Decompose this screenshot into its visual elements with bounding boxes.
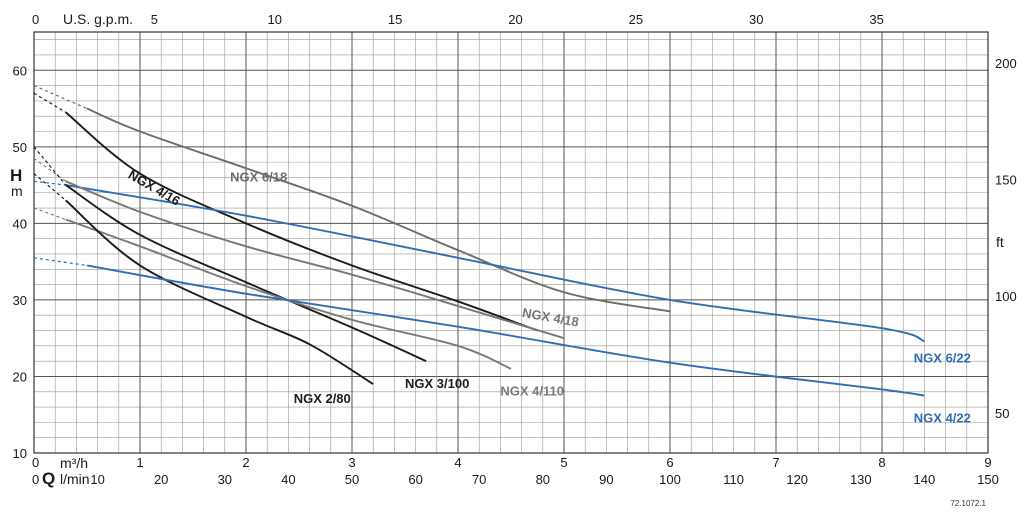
tick-label-lmin: 100 — [659, 472, 681, 487]
tick-label-head-ft: 100 — [995, 289, 1017, 304]
curve-extension-ngx-6-18 — [33, 85, 88, 110]
curve-label-ngx-4-22: NGX 4/22 — [914, 410, 971, 425]
axis-label-head-ft: ft — [996, 234, 1004, 250]
curve-extension-ngx-2-80 — [33, 173, 67, 201]
tick-label-head-ft: 200 — [995, 56, 1017, 71]
axis-label-head-m: m — [11, 183, 23, 199]
curve-ngx-4-110 — [65, 218, 512, 370]
tick-label-head-m: 10 — [13, 446, 27, 461]
curve-extension-ngx-6-22 — [33, 180, 66, 186]
tick-label-lmin: 70 — [472, 472, 486, 487]
figure-code: 72.1072.1 — [950, 499, 986, 508]
curve-label-ngx-4-18: NGX 4/18 — [521, 305, 580, 330]
curve-ngx-4-18 — [65, 180, 565, 340]
curve-labels: NGX 6/18 NGX 4/16 NGX 6/22 NGX 4/18 NGX 3/10… — [126, 167, 971, 425]
plot-frame — [33, 31, 989, 454]
axis-ticks-usgpm: 0 5 10 15 20 25 30 35 — [32, 12, 884, 27]
axis-ticks-m3h: 0 1 2 3 4 5 6 7 8 9 — [32, 455, 992, 470]
axis-label-lmin: l/min — [60, 471, 90, 487]
curve-ngx-4-22 — [86, 264, 925, 397]
tick-label-head-m: 40 — [13, 216, 27, 231]
tick-label-m3h: 5 — [560, 455, 567, 470]
tick-label-lmin: 80 — [536, 472, 550, 487]
tick-label-usgpm: 35 — [869, 12, 883, 27]
tick-label-usgpm: 15 — [388, 12, 402, 27]
axis-ticks-head-ft: 50 100 150 200 — [995, 56, 1017, 421]
tick-label-m3h: 8 — [878, 455, 885, 470]
axis-ticks-head-m: 10 20 30 40 50 60 — [13, 63, 27, 461]
tick-label-m3h: 0 — [32, 455, 39, 470]
tick-label-usgpm: 0 — [32, 12, 39, 27]
curve-extension-ngx-4-22 — [33, 257, 88, 267]
tick-label-lmin: 90 — [599, 472, 613, 487]
tick-label-lmin: 110 — [723, 472, 744, 487]
tick-label-head-m: 30 — [13, 293, 27, 308]
curve-ngx-6-18 — [86, 107, 671, 313]
curve-extension-ngx-4-16 — [33, 92, 67, 113]
tick-label-lmin: 140 — [914, 472, 936, 487]
tick-label-lmin: 30 — [218, 472, 232, 487]
curve-label-ngx-4-16: NGX 4/16 — [126, 167, 183, 209]
curve-label-ngx-3-100: NGX 3/100 — [405, 376, 469, 391]
tick-label-usgpm: 20 — [508, 12, 522, 27]
curve-extension-ngx-4-110 — [33, 207, 67, 221]
tick-label-usgpm: 5 — [151, 12, 158, 27]
axis-symbol-h: H — [10, 166, 22, 185]
curve-ngx-2-80 — [65, 199, 374, 385]
tick-label-head-m: 20 — [13, 369, 27, 384]
curve-extension-ngx-4-18 — [33, 157, 67, 182]
tick-label-head-m: 60 — [13, 63, 27, 78]
curve-label-ngx-4-110: NGX 4/110 — [500, 384, 564, 399]
axis-ticks-lmin: 0 10 20 30 40 50 60 70 80 90 100 110 120 130 140 150 — [32, 472, 999, 487]
grid-minor — [34, 32, 988, 453]
tick-label-m3h: 9 — [984, 455, 991, 470]
curve-ngx-6-22 — [65, 184, 925, 343]
curve-extension-ngx-3-100 — [33, 146, 67, 186]
curve-label-ngx-6-22: NGX 6/22 — [914, 351, 971, 366]
tick-label-m3h: 7 — [772, 455, 779, 470]
tick-label-head-ft: 50 — [995, 406, 1009, 421]
tick-label-m3h: 4 — [454, 455, 461, 470]
tick-label-usgpm: 25 — [629, 12, 643, 27]
curve-label-ngx-6-18: NGX 6/18 — [230, 169, 287, 184]
axis-symbol-q: Q — [42, 469, 55, 488]
tick-label-m3h: 2 — [242, 455, 249, 470]
tick-label-lmin: 150 — [977, 472, 999, 487]
curve-ngx-4-16 — [65, 111, 538, 332]
curve-ngx-3-100 — [65, 184, 427, 363]
tick-label-m3h: 3 — [348, 455, 355, 470]
tick-label-lmin: 50 — [345, 472, 359, 487]
tick-label-lmin: 60 — [408, 472, 422, 487]
tick-label-m3h: 1 — [136, 455, 143, 470]
tick-label-head-m: 50 — [13, 140, 27, 155]
tick-label-lmin: 130 — [850, 472, 872, 487]
axis-label-m3h: m³/h — [60, 455, 88, 471]
tick-label-lmin: 0 — [32, 472, 39, 487]
tick-label-lmin: 40 — [281, 472, 295, 487]
tick-label-usgpm: 10 — [268, 12, 282, 27]
tick-label-lmin: 10 — [90, 472, 104, 487]
tick-label-lmin: 120 — [786, 472, 808, 487]
tick-label-lmin: 20 — [154, 472, 168, 487]
curve-label-ngx-2-80: NGX 2/80 — [294, 391, 351, 406]
tick-label-usgpm: 30 — [749, 12, 763, 27]
tick-label-m3h: 6 — [666, 455, 673, 470]
performance-curves — [33, 85, 925, 397]
tick-label-head-ft: 150 — [995, 173, 1017, 188]
axis-label-usgpm: U.S. g.p.m. — [63, 11, 133, 27]
